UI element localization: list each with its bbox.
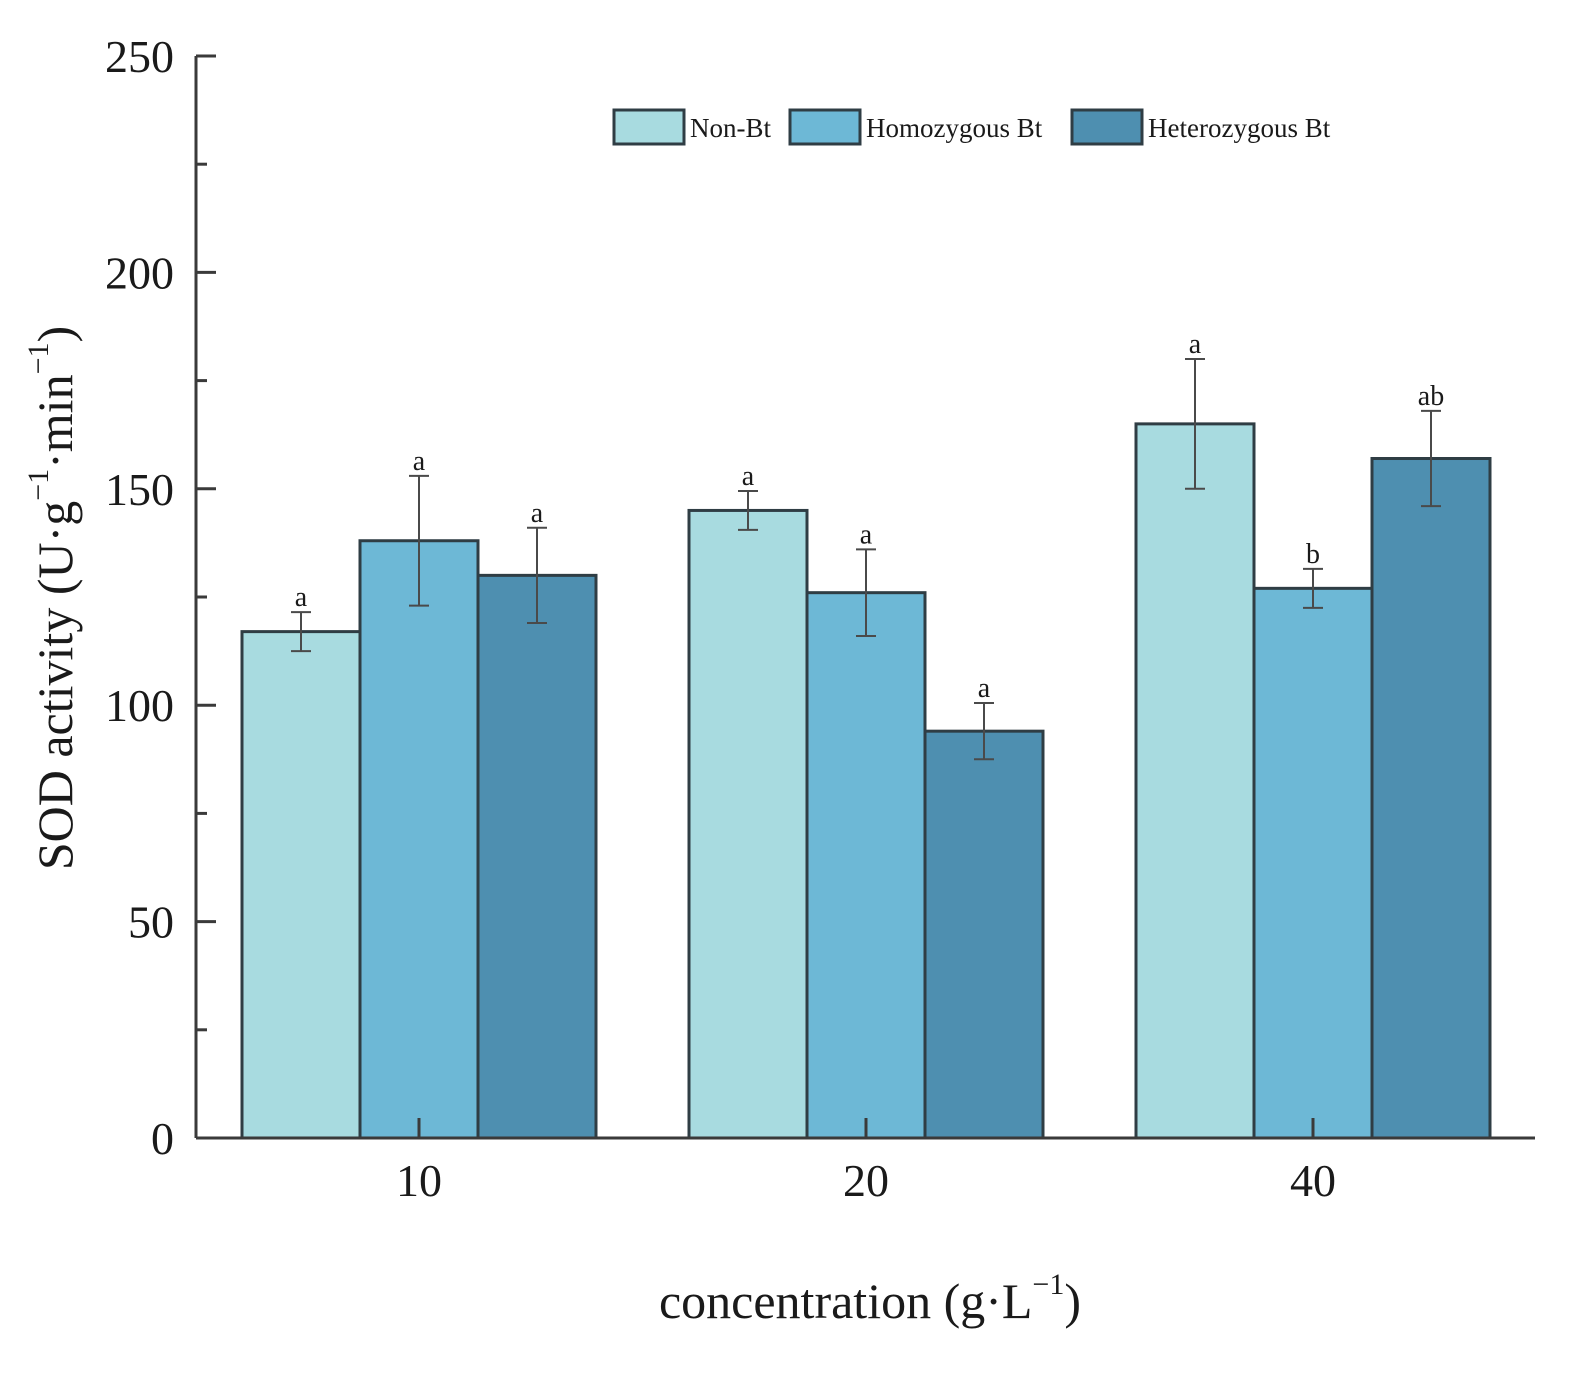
legend-swatch-0 — [612, 108, 686, 146]
significance-label-20-2: a — [978, 673, 991, 704]
y-axis-title-mid: ·min — [27, 374, 83, 468]
significance-label-40-1: b — [1306, 539, 1320, 570]
x-tick-label-20: 20 — [843, 1155, 889, 1206]
y-tick-label-50: 50 — [128, 897, 174, 948]
x-tick-label-10: 10 — [396, 1155, 442, 1206]
bar-10-0 — [240, 630, 362, 1140]
legend-label-0: Non-Bt — [690, 113, 771, 143]
y-tick-label-150: 150 — [105, 464, 174, 515]
y-axis-title-sup-1: −1 — [22, 469, 55, 501]
bar-20-2 — [923, 729, 1045, 1140]
bar-10-1 — [358, 539, 480, 1140]
significance-label-20-0: a — [742, 461, 755, 492]
significance-label-20-1: a — [860, 519, 873, 550]
bar-40-2 — [1370, 457, 1492, 1140]
legend-label-2: Heterozygous Bt — [1148, 113, 1331, 143]
y-axis-title-end: ) — [27, 326, 83, 343]
bar-20-0 — [687, 508, 809, 1140]
x-axis-title-main: concentration (g·L — [659, 1273, 1032, 1329]
significance-label-10-2: a — [531, 498, 544, 529]
significance-label-40-2: ab — [1418, 381, 1444, 412]
y-tick-label-0: 0 — [151, 1113, 174, 1164]
legend-swatch-2 — [1070, 108, 1144, 146]
significance-label-10-1: a — [413, 446, 426, 477]
bar-40-0 — [1134, 422, 1256, 1140]
y-tick-label-250: 250 — [105, 31, 174, 82]
x-axis-title-end: ) — [1064, 1273, 1081, 1329]
legend: Non-Bt Homozygous Bt Heterozygous Bt — [612, 108, 1331, 146]
y-axis-title: SOD activity (U·g−1·min−1) — [22, 326, 83, 870]
y-tick-label-100: 100 — [105, 680, 174, 731]
bar-40-1 — [1252, 586, 1374, 1140]
y-axis-title-main: SOD activity (U·g — [27, 501, 83, 870]
bar-10-2 — [476, 573, 598, 1140]
y-axis-title-sup-2: −1 — [22, 342, 55, 374]
x-axis-title: concentration (g·L−1) — [659, 1268, 1081, 1329]
y-tick-label-200: 200 — [105, 247, 174, 298]
x-tick-label-40: 40 — [1290, 1155, 1336, 1206]
significance-label-40-0: a — [1189, 329, 1202, 360]
significance-label-10-0: a — [295, 582, 308, 613]
legend-label-1: Homozygous Bt — [866, 113, 1043, 143]
bar-20-1 — [805, 591, 927, 1140]
legend-swatch-1 — [788, 108, 862, 146]
x-axis-title-sup: −1 — [1032, 1268, 1064, 1301]
